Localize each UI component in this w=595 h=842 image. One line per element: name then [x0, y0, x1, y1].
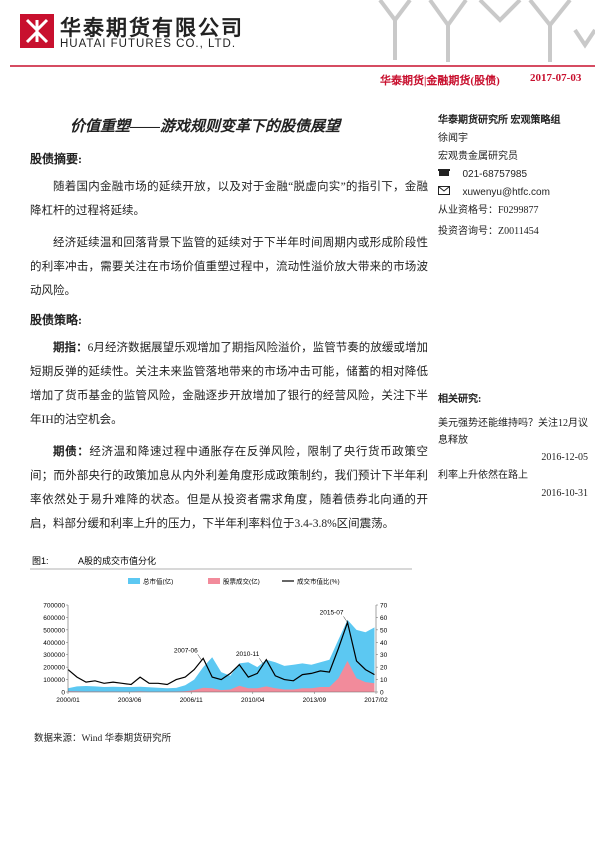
- annotation: 2010-11: [236, 651, 260, 658]
- analyst: 徐闻宇: [438, 133, 468, 144]
- paragraph: 经济延续温和回落背景下监管的延续对于下半年时间周期内或形成阶段性的利率冲击，需要…: [30, 237, 428, 297]
- x-tick-label: 2013/09: [303, 697, 327, 704]
- license: 从业资格号：F0299877: [438, 205, 539, 216]
- y2-tick-label: 50: [380, 627, 388, 634]
- paragraph-lead: 期指：: [53, 342, 88, 354]
- y2-tick-label: 40: [380, 640, 388, 647]
- email-row: xuwenyu@htfc.com: [438, 184, 588, 202]
- y2-tick-label: 20: [380, 665, 388, 672]
- line: [67, 620, 375, 686]
- y2-tick-label: 10: [380, 677, 388, 684]
- header-graphics: [10, 0, 595, 67]
- company-name-en: HUATAI FUTURES CO., LTD.: [60, 38, 237, 50]
- role: 宏观贵金属研究员: [438, 151, 518, 162]
- company-name: 华泰期货有限公司: [60, 16, 244, 40]
- y-tick-label: 0: [61, 690, 65, 697]
- annotation: 2015-07: [320, 609, 344, 616]
- paragraph: 期指：6月经济数据展望乐观增加了期指风险溢价，监管节奏的放缓或增加短期反弹的延续…: [30, 336, 428, 432]
- annotation-leader: [197, 654, 202, 661]
- y2-tick-label: 70: [380, 603, 388, 610]
- annotation: 2007-06: [174, 647, 198, 654]
- phone-icon: [438, 169, 450, 176]
- related-title: 美元强势还能维持吗？关注12月议息释放: [438, 418, 588, 446]
- x-tick-label: 2017/02: [364, 697, 388, 704]
- y-tick-label: 100000: [43, 677, 65, 684]
- x-tick-label: 2010/04: [241, 697, 265, 704]
- section-label: 华泰期货|金融期货(股债): [380, 75, 500, 87]
- phone: 021-68757985: [462, 169, 528, 180]
- article-title: 价值重塑——游戏规则变革下的股债展望: [70, 119, 341, 135]
- figure-label: 图1:: [32, 556, 49, 566]
- legend-swatch: [208, 578, 220, 584]
- figure: 图1: A股的成交市值分化 0 100000 200000 300000 400000 5…: [30, 555, 412, 704]
- email-icon: [438, 186, 450, 195]
- related-heading: 相关研究:: [438, 394, 482, 405]
- related-date: 2016-10-31: [541, 488, 588, 499]
- y-tick-label: 200000: [43, 665, 65, 672]
- figure-caption: A股的成交市值分化: [78, 555, 156, 566]
- legend-label: 成交市值比(%): [297, 577, 340, 586]
- y2-tick-label: 0: [380, 690, 384, 697]
- paragraph: 期债：经济温和降速过程中通胀存在反弹风险，限制了央行货币政策空间；而外部央行的政…: [30, 440, 428, 536]
- paragraph: 随着国内金融市场的延续开放，以及对于金融“脱虚向实”的指引下，金融降杠杆的过程将…: [30, 181, 428, 217]
- phone-row: 021-68757985: [438, 166, 588, 184]
- y-tick-label: 600000: [43, 615, 65, 622]
- annotation-leader: [259, 658, 264, 665]
- section-heading: 股债策略:: [30, 313, 82, 327]
- y-tick-label: 400000: [43, 640, 65, 647]
- logo-mark: [25, 18, 49, 44]
- report-date: 2017-07-03: [530, 72, 582, 84]
- consult-license: 投资咨询号：Z0011454: [438, 226, 539, 237]
- related-title: 利率上升依然在路上: [438, 470, 528, 481]
- y2-tick-label: 30: [380, 652, 388, 659]
- related-date: 2016-12-05: [541, 452, 588, 463]
- paragraph-text: 经济温和降速过程中通胀存在反弹风险，限制了央行货币政策空间；而外部央行的政策加息…: [30, 446, 429, 530]
- x-tick-label: 2006/11: [180, 697, 203, 704]
- team: 华泰期货研究所 宏观策略组: [438, 115, 561, 126]
- section-heading: 股债摘要:: [30, 152, 82, 166]
- y-tick-label: 300000: [43, 652, 65, 659]
- area: [68, 660, 375, 692]
- sidebar: 华泰期货研究所 宏观策略组 徐闻宇 宏观贵金属研究员 021-68757985 …: [438, 112, 588, 503]
- article-body: 股债摘要: 随着国内金融市场的延续开放，以及对于金融“脱虚向实”的指引下，金融降…: [30, 150, 428, 536]
- legend-swatch: [128, 578, 140, 584]
- paragraph-lead: 期债：: [53, 446, 90, 458]
- x-tick-label: 2003/06: [118, 697, 142, 704]
- decoration: [378, 0, 595, 62]
- annotation-leader: [343, 616, 348, 623]
- legend-label: 股票成交(亿): [223, 577, 260, 586]
- legend-label: 总市值(亿): [143, 577, 173, 586]
- y-tick-label: 700000: [43, 603, 65, 610]
- y-tick-label: 500000: [43, 627, 65, 634]
- figure-source: 数据来源：Wind 华泰期货研究所: [34, 734, 172, 744]
- y2-tick-label: 60: [380, 615, 388, 622]
- x-tick-label: 2000/01: [56, 697, 80, 704]
- area: [68, 619, 375, 692]
- paragraph-text: 6月经济数据展望乐观增加了期指风险溢价，监管节奏的放缓或增加短期反弹的延续性。关…: [30, 342, 429, 426]
- email: xuwenyu@htfc.com: [462, 187, 550, 198]
